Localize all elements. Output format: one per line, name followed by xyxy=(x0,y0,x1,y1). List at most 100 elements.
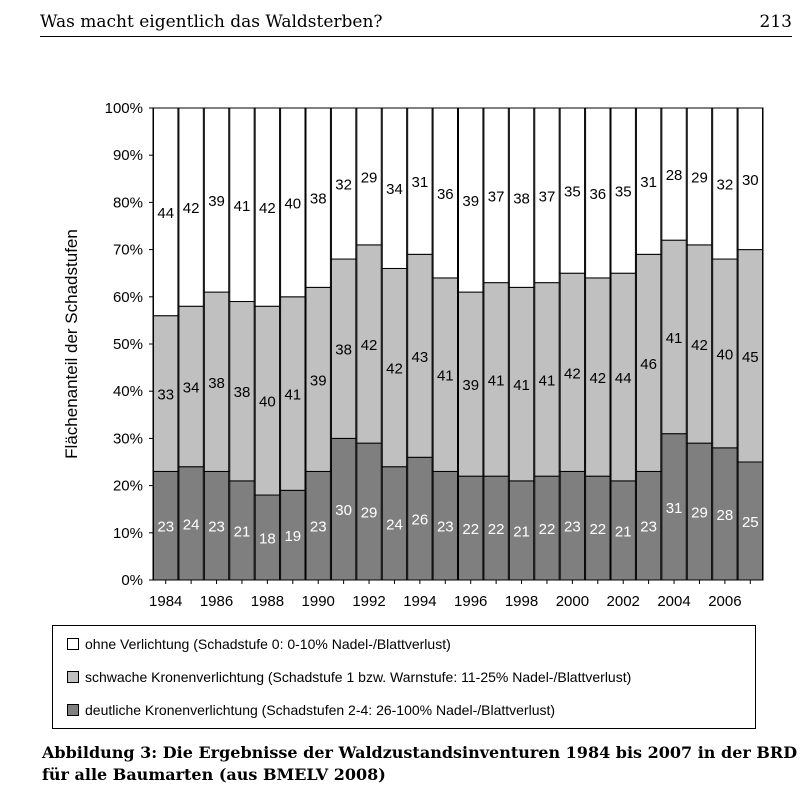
bar-segment-ohne xyxy=(203,107,230,293)
y-axis-title: Flächenanteil der Schadstufen xyxy=(62,229,81,459)
page-header: Was macht eigentlich das Waldsterben? 21… xyxy=(40,8,792,37)
bar-segment-ohne xyxy=(737,107,763,251)
data-label-deutlich: 23 xyxy=(640,519,657,536)
bar-segment-ohne xyxy=(229,107,255,303)
y-tick-label: 70% xyxy=(113,242,143,259)
bar-segment-ohne xyxy=(356,107,382,246)
data-label-deutlich: 23 xyxy=(437,519,454,536)
data-label-ohne: 37 xyxy=(539,188,556,205)
x-tick-label: 1984 xyxy=(149,593,182,610)
data-label-ohne: 29 xyxy=(691,169,708,186)
data-label-schwach: 40 xyxy=(259,394,276,411)
bar-segment-schwach xyxy=(737,249,763,463)
chart-legend: ohne Verlichtung (Schadstufe 0: 0-10% Na… xyxy=(52,625,756,729)
x-tick-label: 1986 xyxy=(200,593,233,610)
y-tick-label: 30% xyxy=(113,430,143,447)
figure-caption: Abbildung 3: Die Ergebnisse der Waldzust… xyxy=(42,742,797,786)
data-label-ohne: 38 xyxy=(513,191,530,208)
bar-segment-deutlich xyxy=(356,442,382,581)
data-label-schwach: 41 xyxy=(284,387,301,404)
caption-line-2: für alle Baumarten (aus BMELV 2008) xyxy=(42,765,386,784)
data-label-schwach: 41 xyxy=(666,330,683,347)
data-label-deutlich: 23 xyxy=(157,519,174,536)
data-label-deutlich: 18 xyxy=(259,531,276,548)
bar-segment-ohne xyxy=(585,107,611,279)
bar-segment-ohne xyxy=(635,107,662,255)
bar-segment-ohne xyxy=(254,107,281,307)
data-label-ohne: 41 xyxy=(234,198,251,215)
data-label-schwach: 40 xyxy=(717,346,734,363)
bar-segment-schwach xyxy=(407,253,433,458)
data-label-ohne: 32 xyxy=(717,177,734,194)
data-label-deutlich: 29 xyxy=(691,505,708,522)
y-tick-label: 60% xyxy=(113,289,143,306)
x-tick-label: 1994 xyxy=(403,593,436,610)
legend-label-ohne: ohne Verlichtung (Schadstufe 0: 0-10% Na… xyxy=(85,636,451,652)
legend-item-schwach: schwache Kronenverlichtung (Schadstufe 1… xyxy=(67,667,631,687)
data-label-ohne: 38 xyxy=(310,191,327,208)
bar-segment-ohne xyxy=(280,107,306,298)
legend-item-deutlich: deutliche Kronenverlichtung (Schadstufen… xyxy=(67,700,555,720)
data-label-ohne: 34 xyxy=(386,181,403,198)
bar-segment-deutlich xyxy=(330,437,357,581)
y-tick-label: 10% xyxy=(113,525,143,542)
bar-segment-deutlich xyxy=(661,433,687,581)
data-label-deutlich: 21 xyxy=(615,523,632,540)
y-tick-label: 90% xyxy=(113,147,143,164)
x-tick-label: 2000 xyxy=(556,593,589,610)
bar-segment-schwach xyxy=(661,239,687,435)
bar-segment-schwach xyxy=(305,286,331,472)
bar-segment-schwach xyxy=(356,244,382,444)
data-label-ohne: 37 xyxy=(488,188,505,205)
data-label-deutlich: 28 xyxy=(717,507,734,524)
data-label-deutlich: 21 xyxy=(513,523,530,540)
data-label-schwach: 41 xyxy=(513,377,530,394)
bar-segment-schwach xyxy=(229,301,255,482)
data-label-ohne: 32 xyxy=(335,177,352,194)
data-label-deutlich: 30 xyxy=(335,502,352,519)
bar-segment-schwach xyxy=(585,277,611,477)
data-label-ohne: 39 xyxy=(208,193,225,210)
data-label-deutlich: 29 xyxy=(361,505,378,522)
data-label-ohne: 35 xyxy=(564,184,581,201)
bar-segment-schwach xyxy=(330,258,357,439)
bar-segment-ohne xyxy=(712,107,738,260)
data-label-deutlich: 23 xyxy=(310,519,327,536)
data-label-schwach: 41 xyxy=(539,372,556,389)
bar-segment-deutlich xyxy=(508,480,535,581)
data-label-ohne: 40 xyxy=(284,195,301,212)
bar-segment-schwach xyxy=(508,286,535,482)
bar-segment-deutlich xyxy=(610,480,636,581)
bar-segment-ohne xyxy=(559,107,586,274)
data-label-schwach: 41 xyxy=(488,372,505,389)
bar-segment-schwach xyxy=(153,315,179,472)
data-label-deutlich: 21 xyxy=(234,523,251,540)
data-label-schwach: 34 xyxy=(183,379,200,396)
bar-segment-deutlich xyxy=(305,470,331,581)
bar-segment-ohne xyxy=(178,107,204,307)
data-label-ohne: 35 xyxy=(615,184,632,201)
data-label-deutlich: 22 xyxy=(589,521,606,538)
legend-label-deutlich: deutliche Kronenverlichtung (Schadstufen… xyxy=(85,702,556,718)
data-label-schwach: 45 xyxy=(742,349,759,366)
bar-segment-ohne xyxy=(330,107,357,260)
data-label-schwach: 42 xyxy=(691,337,708,354)
legend-swatch-schwach xyxy=(67,671,79,684)
data-label-ohne: 30 xyxy=(742,172,759,189)
y-tick-label: 20% xyxy=(113,478,143,495)
bar-segment-ohne xyxy=(305,107,331,288)
bar-segment-schwach xyxy=(381,267,408,468)
data-label-schwach: 39 xyxy=(462,377,479,394)
data-label-deutlich: 22 xyxy=(462,521,479,538)
data-label-deutlich: 22 xyxy=(539,521,556,538)
data-label-ohne: 44 xyxy=(157,205,174,222)
legend-label-schwach: schwache Kronenverlichtung (Schadstufe 1… xyxy=(85,669,632,685)
data-label-schwach: 41 xyxy=(437,368,454,385)
x-tick-label: 1996 xyxy=(454,593,487,610)
data-label-schwach: 38 xyxy=(234,384,251,401)
y-tick-label: 40% xyxy=(113,383,143,400)
y-tick-label: 50% xyxy=(113,336,143,353)
legend-swatch-deutlich xyxy=(67,704,79,717)
data-label-deutlich: 25 xyxy=(742,514,759,531)
caption-line-1: Abbildung 3: Die Ergebnisse der Waldzust… xyxy=(42,743,798,762)
